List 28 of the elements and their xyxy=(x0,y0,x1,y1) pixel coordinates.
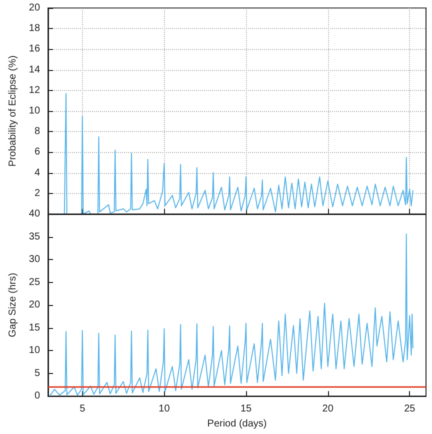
y-tick-label: 15 xyxy=(28,322,40,334)
y-tick-label: 25 xyxy=(28,276,40,288)
y-tick-label: 20 xyxy=(28,2,40,14)
y-tick-label: 14 xyxy=(28,64,40,76)
y-tick-label: 12 xyxy=(28,84,40,96)
line-series xyxy=(49,234,414,397)
y-tick-label: 4 xyxy=(34,167,40,178)
x-axis-title: Period (days) xyxy=(207,418,267,430)
y-tick-label: 10 xyxy=(28,106,40,116)
x-tick-label: 5 xyxy=(80,404,86,415)
y-axis-title: Gap Size (hrs) xyxy=(8,272,18,338)
y-axis-title: Probability of Eclipse (%) xyxy=(8,55,18,167)
x-tick-label: 15 xyxy=(240,404,252,415)
y-tick-label: 2 xyxy=(34,188,40,199)
y-tick-label: 30 xyxy=(28,254,40,266)
y-tick-label: 20 xyxy=(28,300,40,311)
x-tick-label: 20 xyxy=(322,404,334,415)
y-tick-label: 8 xyxy=(34,126,40,138)
x-tick-label: 25 xyxy=(404,404,416,415)
y-tick-label: 10 xyxy=(28,345,40,356)
y-tick-label: 0 xyxy=(34,390,40,402)
y-tick-label: 35 xyxy=(28,231,40,242)
y-tick-label: 16 xyxy=(28,44,40,55)
y-tick-label: 5 xyxy=(34,368,40,379)
x-tick-label: 10 xyxy=(158,404,170,415)
y-tick-label: 18 xyxy=(28,23,40,34)
y-tick-label: 6 xyxy=(34,146,40,158)
y-tick-label: 40 xyxy=(28,208,40,220)
